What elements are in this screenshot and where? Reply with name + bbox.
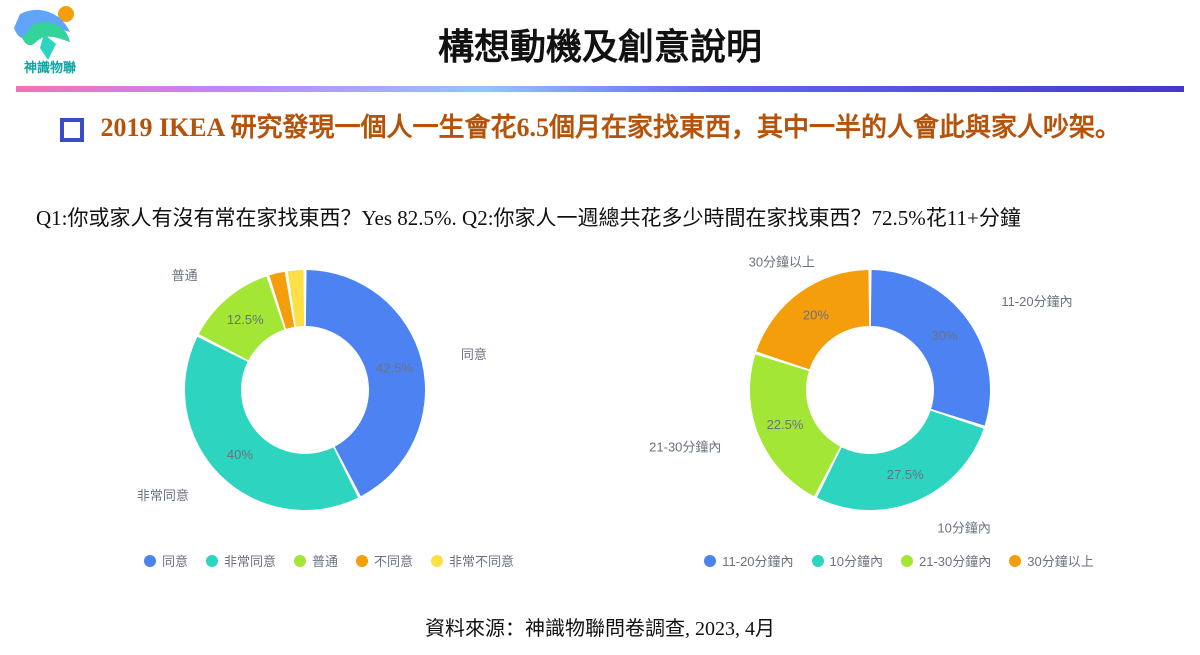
legend-label: 非常不同意	[449, 554, 514, 569]
legend-swatch	[356, 555, 368, 567]
slice-value-label: 20%	[803, 308, 829, 323]
chart-q2: 30% 11-20分鐘內 27.5% 10分鐘內 22.5% 21-30分鐘內 20% 30分…	[620, 240, 1160, 570]
chart-q1-legend: 同意 非常同意 普通 不同意 非常不同意	[60, 551, 580, 570]
chart-q1: 42.5%同意40%非常同意12.5%普通 同意非常同意普通不同意非常不同意	[60, 240, 580, 570]
slice-value-label: 27.5%	[887, 467, 924, 482]
slice-outer-label: 30分鐘以上	[749, 255, 815, 270]
legend-label: 非常同意	[224, 554, 276, 569]
bullet-marker-icon	[60, 118, 84, 142]
slice-value-label: 22.5%	[767, 417, 804, 432]
slice-value-label: 30%	[931, 328, 957, 343]
header-rule	[16, 86, 1184, 92]
legend-label: 不同意	[374, 554, 413, 569]
slice-value-label: 42.5%	[376, 361, 413, 376]
legend-swatch	[431, 555, 443, 567]
headline-text: 2019 IKEA 研究發現一個人一生會花6.5個月在家找東西，其中一半的人會此…	[100, 110, 1140, 145]
headline-bullet: 2019 IKEA 研究發現一個人一生會花6.5個月在家找東西，其中一半的人會此…	[60, 110, 1160, 145]
source-line: 資料來源：神識物聯問卷調查, 2023, 4月	[0, 612, 1200, 641]
chart-q2-legend: 11-20分鐘內 10分鐘內 21-30分鐘內 30分鐘以上	[620, 551, 1160, 570]
charts-region: 42.5%同意40%非常同意12.5%普通 同意非常同意普通不同意非常不同意 3…	[0, 240, 1200, 600]
legend-swatch	[1009, 555, 1021, 567]
donut-slice	[817, 411, 984, 510]
slice-outer-label: 10分鐘內	[937, 521, 990, 536]
slice-outer-label: 21-30分鐘內	[649, 439, 721, 454]
legend-swatch	[704, 555, 716, 567]
legend-swatch	[144, 555, 156, 567]
legend-label: 11-20分鐘內	[722, 554, 793, 569]
slice-outer-label: 普通	[172, 268, 198, 283]
donut-slice	[871, 270, 990, 426]
legend-label: 普通	[312, 554, 338, 569]
legend-label: 同意	[162, 554, 188, 569]
legend-label: 30分鐘以上	[1027, 554, 1093, 569]
legend-swatch	[812, 555, 824, 567]
legend-swatch	[901, 555, 913, 567]
slice-outer-label: 同意	[461, 347, 487, 362]
slice-value-label: 40%	[227, 447, 253, 462]
donut-slice	[185, 337, 358, 510]
page-title: 構想動機及創意說明	[0, 18, 1200, 70]
legend-swatch	[294, 555, 306, 567]
slice-outer-label: 非常同意	[137, 488, 189, 503]
slice-value-label: 12.5%	[227, 312, 264, 327]
legend-swatch	[206, 555, 218, 567]
legend-label: 10分鐘內	[830, 554, 883, 569]
legend-label: 21-30分鐘內	[919, 554, 991, 569]
slice-outer-label: 11-20分鐘內	[1001, 294, 1072, 309]
question-line: Q1:你或家人有沒有常在家找東西？Yes 82.5%. Q2:你家人一週總共花多…	[36, 202, 1176, 232]
